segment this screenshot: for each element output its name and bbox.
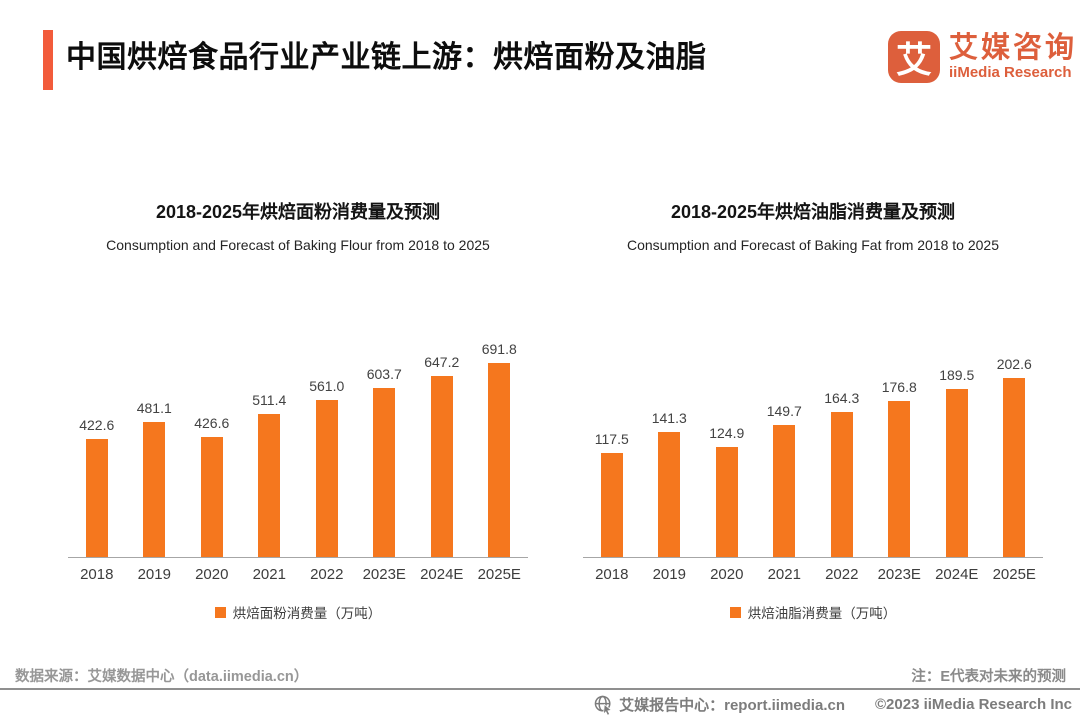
- plot-area: 117.5 141.3 124.9 149.7 164.3 176.8 189.5 202.6: [583, 327, 1043, 558]
- bar-value-label: 117.5: [594, 431, 629, 448]
- bar: [85, 438, 108, 557]
- bar-slot: 189.5: [928, 327, 986, 557]
- bar-slot: 647.2: [413, 327, 471, 557]
- x-axis-label: 2019: [652, 566, 686, 583]
- bar-slot: 176.8: [871, 327, 929, 557]
- bar-slot: 141.3: [641, 327, 699, 557]
- bar-value-label: 691.8: [481, 341, 517, 357]
- bar-slot: 422.6: [68, 327, 126, 557]
- bar-value-label: 164.3: [824, 389, 860, 406]
- globe-cursor-icon: [594, 695, 613, 715]
- legend: 烘焙油脂消费量（万吨）: [583, 602, 1043, 622]
- bar-slot: 691.8: [471, 327, 529, 557]
- bar: [715, 446, 738, 557]
- chart-subtitle: Consumption and Forecast of Baking Flour…: [106, 237, 490, 253]
- bar-value-label: 561.0: [309, 377, 345, 394]
- bar: [600, 453, 623, 557]
- bar: [200, 437, 223, 557]
- bar-slot: 202.6: [986, 327, 1044, 557]
- iimedia-logo-icon: 艾: [888, 31, 940, 83]
- chart-baking-fat: 2018-2025年烘焙油脂消费量及预测 Consumption and For…: [583, 198, 1043, 621]
- bar-value-label: 189.5: [939, 367, 975, 384]
- x-axis-label: 2022: [825, 566, 859, 583]
- bar: [488, 363, 511, 557]
- iimedia-logo: 艾 艾媒咨询 iiMedia Research: [888, 31, 1077, 83]
- bar-slot: 481.1: [126, 327, 184, 557]
- plot-area: 422.6 481.1 426.6 511.4 561.0 603.7 647.2 691.8: [68, 327, 528, 558]
- x-axis-label: 2023E: [362, 566, 406, 583]
- bar-slot: 511.4: [241, 327, 299, 557]
- x-axis-label: 2019: [137, 566, 171, 583]
- x-axis-label: 2025E: [992, 566, 1036, 583]
- bar: [1003, 377, 1026, 557]
- bar: [830, 411, 853, 557]
- x-axis-label: 2024E: [420, 566, 464, 583]
- footer-divider: [0, 688, 1080, 690]
- x-axis-label: 2023E: [877, 566, 921, 583]
- logo-name-en: iiMedia Research: [949, 63, 1072, 81]
- bar-value-label: 202.6: [996, 355, 1032, 372]
- logo-glyph: 艾: [895, 39, 932, 80]
- x-axis-label: 2018: [80, 566, 114, 583]
- bar-value-label: 426.6: [194, 415, 230, 432]
- x-axis-label: 2024E: [935, 566, 979, 583]
- chart-title: 2018-2025年烘焙油脂消费量及预测: [670, 202, 956, 222]
- bar-slot: 426.6: [183, 327, 241, 557]
- bar-value-label: 124.9: [709, 424, 745, 441]
- bar: [430, 375, 453, 557]
- x-axis-label: 2020: [710, 566, 744, 583]
- x-axis: 2018 2019 2020 2021 2022 2023E 2024E 2025E: [68, 566, 528, 583]
- bar: [888, 400, 911, 557]
- bar: [373, 387, 396, 557]
- logo-text: 艾媒咨询 iiMedia Research: [949, 31, 1078, 82]
- data-source-text: 数据来源：艾媒数据中心（data.iimedia.cn）: [15, 669, 309, 685]
- bar-slot: 603.7: [356, 327, 414, 557]
- page-title: 中国烘焙食品行业产业链上游：烘焙面粉及油脂: [66, 41, 707, 74]
- report-center: 艾媒报告中心：report.iimedia.cn: [593, 694, 845, 715]
- copyright-text: ©2023 iiMedia Research Inc: [875, 696, 1072, 713]
- bar-value-label: 647.2: [424, 353, 460, 370]
- legend-label: 烘焙面粉消费量（万吨）: [232, 606, 382, 621]
- legend-swatch: [729, 606, 741, 618]
- bar-value-label: 176.8: [881, 378, 917, 395]
- bar-value-label: 511.4: [252, 391, 287, 408]
- x-axis-label: 2022: [310, 566, 344, 583]
- bar-slot: 117.5: [583, 327, 641, 557]
- bar-slot: 149.7: [756, 327, 814, 557]
- bar: [258, 413, 281, 557]
- bar-value-label: 149.7: [766, 402, 802, 419]
- x-axis: 2018 2019 2020 2021 2022 2023E 2024E 2025E: [583, 566, 1043, 583]
- bar: [143, 422, 166, 557]
- x-axis-label: 2020: [195, 566, 229, 583]
- bar-value-label: 481.1: [136, 400, 172, 417]
- footer-bar: 艾媒报告中心：report.iimedia.cn ©2023 iiMedia R…: [593, 694, 1072, 715]
- legend-swatch: [214, 606, 226, 618]
- bar: [945, 389, 968, 557]
- bar-value-label: 422.6: [79, 416, 115, 433]
- forecast-note-text: 注：E代表对未来的预测: [911, 669, 1066, 685]
- x-axis-label: 2018: [595, 566, 629, 583]
- bar-slot: 164.3: [813, 327, 871, 557]
- report-center-text: 艾媒报告中心：report.iimedia.cn: [619, 697, 845, 714]
- bar: [658, 432, 681, 557]
- bar-slot: 124.9: [698, 327, 756, 557]
- bar: [315, 399, 338, 557]
- x-axis-label: 2021: [252, 566, 286, 583]
- bar-slot: 561.0: [298, 327, 356, 557]
- x-axis-label: 2021: [767, 566, 801, 583]
- logo-name-cn: 艾媒咨询: [949, 31, 1078, 64]
- bar-value-label: 603.7: [366, 365, 402, 382]
- legend: 烘焙面粉消费量（万吨）: [68, 602, 528, 622]
- title-accent-bar: [43, 30, 53, 90]
- chart-subtitle: Consumption and Forecast of Baking Fat f…: [627, 237, 999, 253]
- bar-value-label: 141.3: [651, 410, 687, 426]
- legend-label: 烘焙油脂消费量（万吨）: [747, 606, 897, 621]
- x-axis-label: 2025E: [477, 566, 521, 583]
- chart-baking-flour: 2018-2025年烘焙面粉消费量及预测 Consumption and For…: [68, 198, 528, 621]
- chart-title: 2018-2025年烘焙面粉消费量及预测: [155, 202, 441, 222]
- bar: [773, 424, 796, 557]
